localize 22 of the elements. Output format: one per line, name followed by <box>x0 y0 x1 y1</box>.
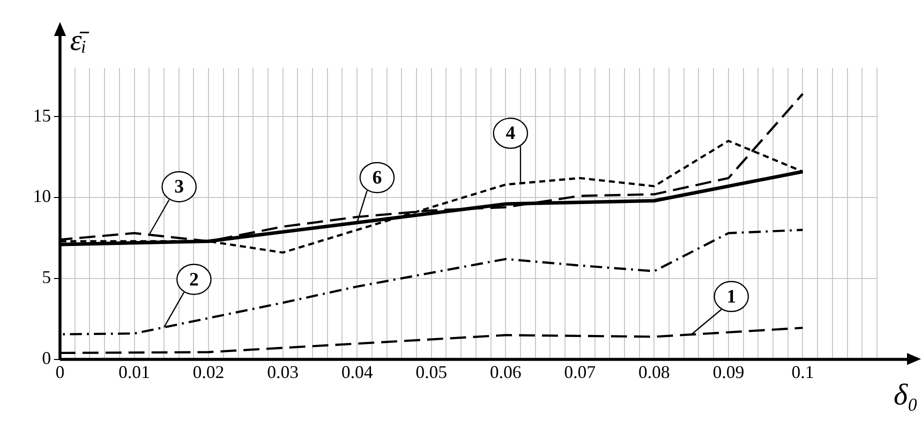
y-tick-label: 5 <box>42 267 51 288</box>
x-tick-label: 0.1 <box>791 362 814 382</box>
series-label: 1 <box>726 286 736 308</box>
series-label: 6 <box>372 168 382 189</box>
y-tick-label: 15 <box>33 105 51 126</box>
y-tick-label: 10 <box>33 186 51 206</box>
x-tick-label: 0.03 <box>267 362 299 382</box>
x-axis-title: δ₀ <box>894 378 918 412</box>
x-tick-label: 0.01 <box>118 362 150 382</box>
x-tick-label: 0 <box>56 362 64 382</box>
x-tick-label: 0.04 <box>341 362 373 382</box>
x-tick-label: 0.06 <box>490 362 522 382</box>
text: 4 <box>506 123 516 144</box>
x-tick-label: 0.05 <box>416 362 448 382</box>
x-tick-label: 0.07 <box>564 362 596 382</box>
x-tick-label: 0.08 <box>638 362 670 382</box>
y-axis-title: ε̄ᵢ <box>70 24 90 57</box>
x-tick-label: 0.09 <box>712 362 744 382</box>
y-tick-label: 0 <box>42 348 51 368</box>
series-label: 2 <box>189 269 199 290</box>
text: 3 <box>174 176 184 198</box>
x-tick-label: 0.02 <box>192 362 224 382</box>
